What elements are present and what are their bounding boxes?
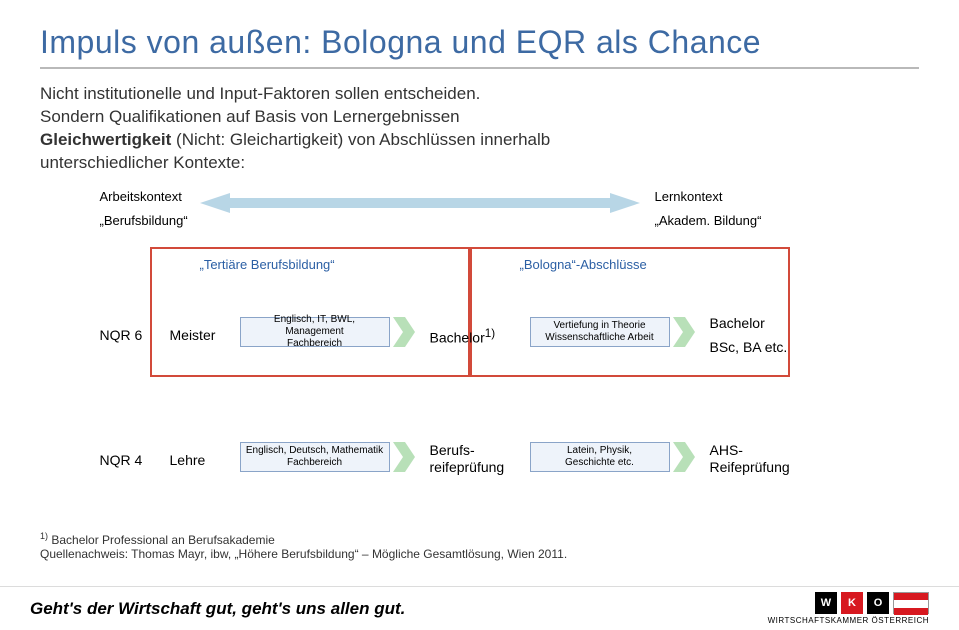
para-line3: unterschiedlicher Kontexte: — [40, 153, 245, 172]
chevron-right-icon — [393, 317, 415, 347]
nqr6-vertiefung-box: Vertiefung in Theorie Wissenschaftliche … — [530, 317, 670, 347]
wko-w-icon: W — [815, 592, 837, 614]
bsc-label: BSc, BA etc. — [710, 339, 788, 355]
ahs-label: AHS- — [710, 442, 743, 458]
footnote: 1) Bachelor Professional an Berufsakadem… — [40, 531, 919, 561]
bologna-label: „Bologna“-Abschlüsse — [520, 257, 647, 272]
berufsbildung-label: „Berufsbildung“ — [100, 213, 188, 228]
chevron-right-icon — [673, 442, 695, 472]
wko-logo: W K O WIRTSCHAFTSKAMMER ÖSTERREICH — [768, 592, 929, 625]
para-line2c: (Nicht: Gleichartigkeit) von Abschlüssen… — [171, 130, 550, 149]
wko-k-icon: K — [841, 592, 863, 614]
lernkontext-label: Lernkontext — [655, 189, 723, 204]
tertiaer-label: „Tertiäre Berufsbildung“ — [200, 257, 335, 272]
intro-paragraph: Nicht institutionelle und Input-Faktoren… — [40, 83, 919, 175]
bachelor1-label: Bachelor1) — [430, 327, 496, 346]
nqr4-latein-box: Latein, Physik, Geschichte etc. — [530, 442, 670, 472]
arbeitskontext-label: Arbeitskontext — [100, 189, 182, 204]
horizontal-rule — [40, 67, 919, 69]
bachelor-label: Bachelor — [710, 315, 765, 331]
double-arrow-icon — [200, 193, 640, 213]
nqr4-label: NQR 4 — [100, 452, 143, 468]
austria-flag-icon — [893, 592, 929, 614]
reife-label: reifeprüfung — [430, 459, 505, 475]
diagram: Arbeitskontext „Berufsbildung“ Lernkonte… — [100, 187, 860, 517]
berufs-label: Berufs- — [430, 442, 475, 458]
nqr6-label: NQR 6 — [100, 327, 143, 343]
wko-o-icon: O — [867, 592, 889, 614]
nqr6-courses-box: Englisch, IT, BWL, Management Fachbereic… — [240, 317, 390, 347]
footer-slogan: Geht's der Wirtschaft gut, geht's uns al… — [30, 599, 405, 619]
footer: Geht's der Wirtschaft gut, geht's uns al… — [0, 586, 959, 630]
para-bold: Gleichwertigkeit — [40, 130, 171, 149]
akadem-bildung-label: „Akadem. Bildung“ — [655, 213, 762, 228]
para-line2a: Sondern Qualifikationen auf Basis von Le… — [40, 107, 460, 126]
lehre-label: Lehre — [170, 452, 206, 468]
wko-subtext: WIRTSCHAFTSKAMMER ÖSTERREICH — [768, 616, 929, 625]
page-title: Impuls von außen: Bologna und EQR als Ch… — [40, 24, 919, 61]
chevron-right-icon — [673, 317, 695, 347]
nqr4-courses-box: Englisch, Deutsch, Mathematik Fachbereic… — [240, 442, 390, 472]
meister-label: Meister — [170, 327, 216, 343]
ahs-reife-label: Reifeprüfung — [710, 459, 790, 475]
chevron-right-icon — [393, 442, 415, 472]
para-line1: Nicht institutionelle und Input-Faktoren… — [40, 84, 480, 103]
